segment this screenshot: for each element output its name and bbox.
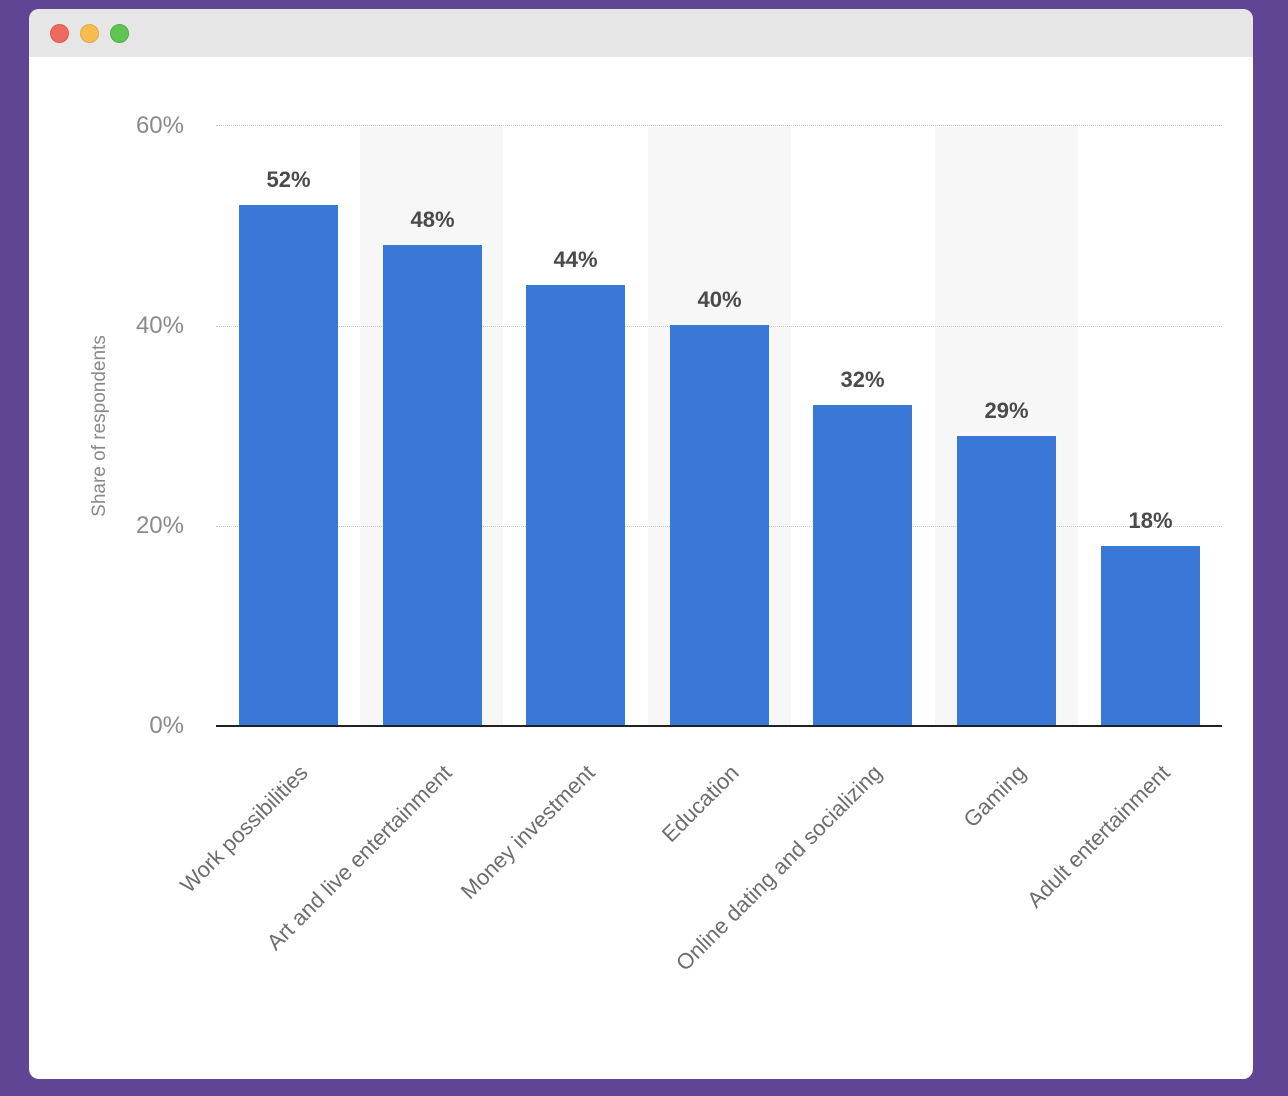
- bar[interactable]: [239, 205, 338, 726]
- x-tick-label: Money investment: [455, 760, 600, 904]
- x-tick-label: Gaming: [958, 760, 1031, 833]
- x-tick-label: Work possibilities: [174, 760, 313, 898]
- bar-value-label: 40%: [697, 287, 742, 312]
- y-tick-label: 20%: [135, 512, 184, 539]
- x-tick-label: Adult entertainment: [1021, 760, 1175, 913]
- bar-value-label: 48%: [410, 207, 455, 232]
- y-axis-title: Share of respondents: [89, 335, 110, 517]
- bar-value-label: 29%: [984, 398, 1029, 423]
- bar-value-label: 52%: [266, 167, 311, 192]
- title-bar: [29, 9, 1253, 57]
- bar[interactable]: [1101, 546, 1200, 726]
- bar[interactable]: [526, 285, 625, 726]
- bar-value-label: 32%: [840, 367, 885, 392]
- bar-value-label: 44%: [553, 247, 598, 272]
- bar[interactable]: [813, 405, 912, 726]
- x-tick-label: Education: [656, 760, 744, 847]
- minimize-window-icon[interactable]: [80, 24, 99, 43]
- maximize-window-icon[interactable]: [110, 24, 129, 43]
- y-tick-label: 0%: [149, 712, 184, 739]
- gridline-60: [216, 125, 1222, 126]
- close-window-icon[interactable]: [50, 24, 69, 43]
- y-tick-label: 60%: [135, 112, 184, 139]
- x-axis-line: [216, 725, 1222, 727]
- bar[interactable]: [383, 245, 482, 726]
- bar-value-label: 18%: [1128, 508, 1173, 533]
- y-tick-label: 40%: [135, 312, 184, 339]
- bar[interactable]: [670, 325, 769, 726]
- bar[interactable]: [957, 436, 1056, 726]
